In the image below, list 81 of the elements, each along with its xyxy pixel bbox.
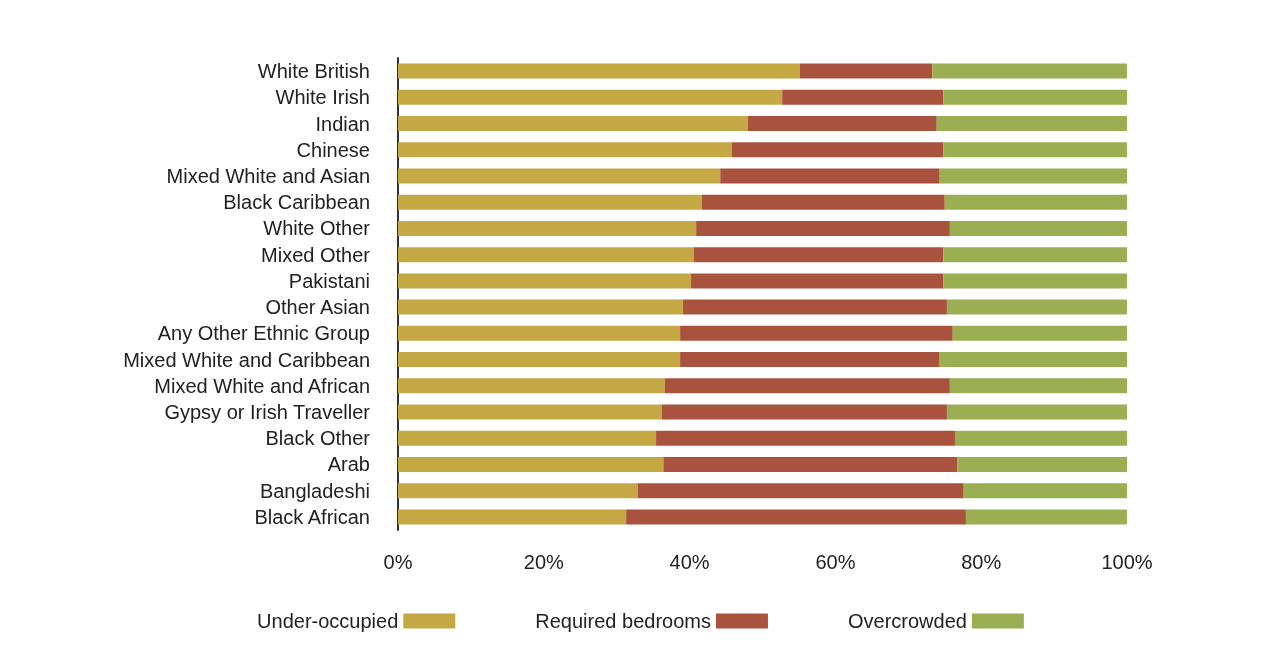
y-tick-label: Bangladeshi bbox=[259, 479, 370, 502]
bar bbox=[936, 116, 1127, 132]
x-tick-label: 60% bbox=[815, 551, 856, 573]
bar bbox=[398, 299, 684, 315]
bar bbox=[944, 194, 1127, 210]
y-tick-label: White British bbox=[257, 60, 370, 83]
bar bbox=[943, 142, 1127, 158]
bar bbox=[656, 430, 955, 446]
legend-label: Overcrowded bbox=[847, 610, 967, 632]
y-tick-label: Indian bbox=[315, 112, 370, 135]
bar bbox=[731, 142, 944, 158]
bar bbox=[398, 456, 664, 472]
bar bbox=[965, 509, 1127, 525]
y-tick-label: Black Caribbean bbox=[223, 191, 370, 214]
bar bbox=[626, 509, 966, 525]
bar bbox=[696, 220, 950, 236]
y-tick-label: Chinese bbox=[296, 138, 370, 161]
bar bbox=[398, 63, 800, 79]
bar bbox=[963, 483, 1127, 499]
bar bbox=[398, 404, 662, 420]
bar bbox=[701, 194, 945, 210]
y-tick-label: Black African bbox=[254, 505, 370, 528]
y-tick-label: Arab bbox=[327, 453, 370, 476]
y-tick-label: Mixed White and Asian bbox=[166, 165, 370, 187]
bar bbox=[398, 430, 657, 446]
y-tick-label: Other Asian bbox=[265, 296, 370, 319]
y-tick-label: Gypsy or Irish Traveller bbox=[164, 401, 371, 423]
bar bbox=[693, 247, 944, 263]
bar bbox=[747, 116, 937, 132]
bar bbox=[799, 63, 933, 79]
y-tick-label: Black Other bbox=[265, 427, 371, 450]
bar bbox=[691, 273, 944, 289]
bar bbox=[954, 430, 1127, 446]
x-tick-label: 100% bbox=[1101, 551, 1153, 573]
bar bbox=[398, 325, 681, 341]
bar bbox=[782, 89, 944, 105]
bar bbox=[398, 142, 732, 158]
x-tick-label: 0% bbox=[383, 551, 413, 573]
bar bbox=[946, 404, 1127, 420]
bar bbox=[957, 456, 1127, 472]
y-tick-label: Mixed White and African bbox=[154, 374, 370, 397]
y-tick-label: Mixed Other bbox=[261, 243, 371, 266]
bar bbox=[398, 220, 697, 236]
bar bbox=[398, 247, 694, 263]
bar bbox=[398, 273, 692, 289]
y-tick-label: White Other bbox=[263, 217, 371, 240]
bar bbox=[398, 168, 721, 184]
bar bbox=[680, 352, 940, 368]
bar bbox=[398, 483, 638, 499]
bar bbox=[680, 325, 953, 341]
bar bbox=[943, 247, 1127, 263]
y-tick-label: Any Other Ethnic Group bbox=[157, 322, 370, 345]
x-tick-label: 20% bbox=[523, 551, 565, 573]
bar bbox=[661, 404, 947, 420]
bar bbox=[952, 325, 1127, 341]
bar bbox=[398, 89, 783, 105]
bar bbox=[939, 168, 1127, 184]
bar bbox=[949, 220, 1127, 236]
bar bbox=[946, 299, 1127, 315]
bar bbox=[943, 89, 1127, 105]
y-tick-label: Pakistani bbox=[288, 269, 370, 292]
y-tick-label: Mixed White and Caribbean bbox=[123, 348, 370, 371]
bar bbox=[398, 352, 681, 368]
legend-label: Under-occupied bbox=[257, 610, 399, 632]
y-tick-label: White Irish bbox=[275, 86, 370, 109]
bar bbox=[720, 168, 940, 184]
bar bbox=[398, 509, 627, 525]
bar bbox=[398, 194, 702, 210]
bar bbox=[398, 116, 748, 132]
x-tick-label: 80% bbox=[961, 551, 1002, 573]
bar bbox=[664, 378, 950, 394]
bar bbox=[663, 456, 958, 472]
bar bbox=[943, 273, 1127, 289]
bar bbox=[939, 352, 1127, 368]
bar bbox=[932, 63, 1127, 79]
bar bbox=[949, 378, 1127, 394]
bar bbox=[637, 483, 964, 499]
bar bbox=[683, 299, 947, 315]
bar bbox=[398, 378, 665, 394]
x-tick-label: 40% bbox=[669, 551, 710, 573]
legend-label: Required bedrooms bbox=[535, 610, 711, 632]
